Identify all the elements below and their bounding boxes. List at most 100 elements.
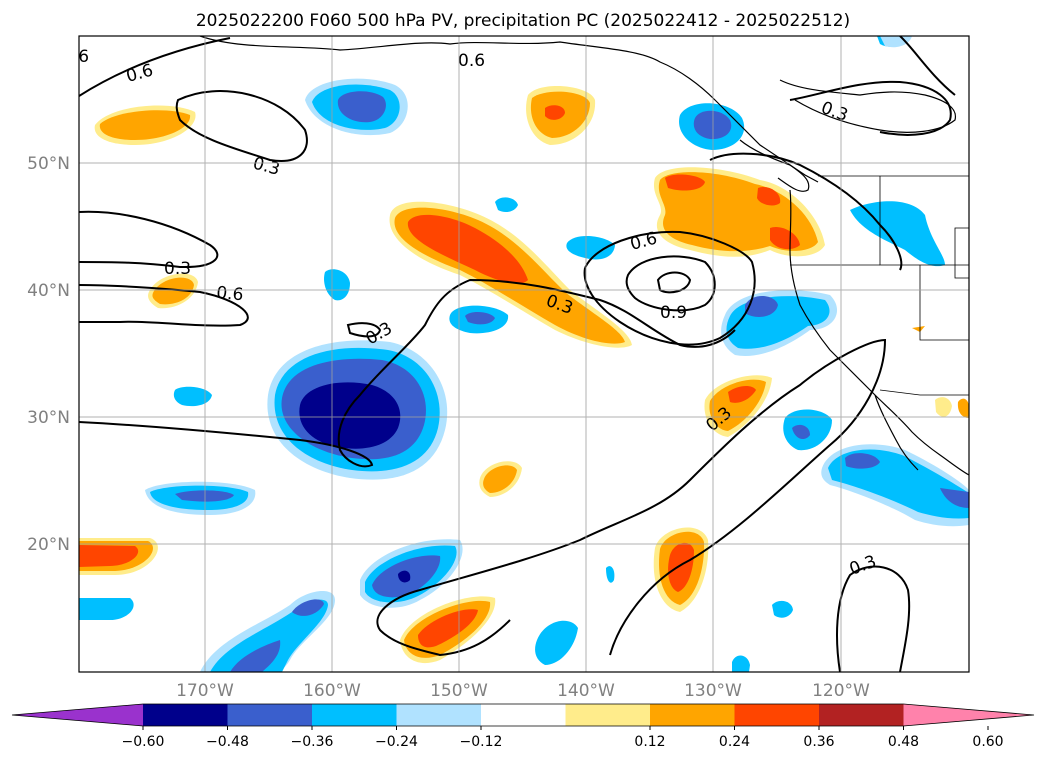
border-state-4 — [954, 227, 969, 279]
contour-label: 0.6 — [458, 51, 485, 71]
colorbar-segment — [565, 704, 651, 726]
colorbar-tick-label: 0.60 — [972, 734, 1003, 750]
precip-negative-center-4 — [299, 382, 401, 449]
precip-pos-or-3 — [665, 174, 705, 191]
precip-neg-ca-3 — [745, 295, 778, 317]
precip-pos-spot7 — [957, 398, 969, 418]
pv-contour-1 — [79, 37, 231, 97]
precip-neg-s2-2 — [210, 599, 328, 672]
latitude-labels: 50°N 40°N 30°N 20°N — [27, 154, 70, 555]
colorbar: −0.60 −0.48 −0.36 −0.24 −0.12 0.12 0.24 0.36 0.4… — [11, 703, 1035, 750]
coastline-baja — [874, 394, 919, 471]
precip-neg-spot2 — [324, 269, 350, 301]
precip-pos-spot1b — [152, 277, 194, 305]
precip-pos-n-3 — [545, 105, 565, 120]
contour-label: 0.6 — [62, 47, 89, 67]
coastline-alaska — [199, 36, 819, 183]
colorbar-tick-label: −0.36 — [291, 734, 334, 750]
pv-contour-4 — [79, 284, 249, 327]
precip-pos-nw-2 — [99, 110, 191, 140]
precip-pos-w-3 — [79, 545, 139, 567]
colorbar-extend-max — [903, 704, 1034, 726]
precip-pos-or-4 — [757, 186, 781, 206]
colorbar-segment — [143, 704, 228, 726]
precip-neg-s2-4 — [292, 599, 324, 616]
pv-contour-10 — [709, 152, 903, 271]
pv-contour-11 — [376, 338, 887, 657]
lon-label: 150°W — [430, 681, 488, 701]
precip-neg-spot8 — [732, 655, 750, 672]
precip-pos-band-3 — [407, 214, 528, 284]
colorbar-extend-min — [12, 704, 143, 726]
coastline-layer — [199, 36, 969, 476]
lat-label: 30°N — [27, 408, 70, 428]
precip-neg-s3 — [535, 620, 578, 665]
colorbar-tick-label: 0.12 — [634, 734, 665, 750]
precip-pos-spot5c — [418, 609, 478, 648]
figure-title: 2025022200 F060 500 hPa PV, precipitatio… — [196, 11, 850, 31]
precip-pos-spot8 — [912, 326, 925, 332]
precip-neg-baja-4 — [940, 488, 969, 508]
pv-contour-14 — [789, 80, 952, 136]
pv-contour-layer — [79, 36, 956, 672]
lon-label: 130°W — [684, 681, 742, 701]
contour-label: 0.3 — [164, 259, 191, 279]
lon-label: 160°W — [303, 681, 361, 701]
pv-contour-13 — [899, 36, 956, 96]
lat-label: 40°N — [27, 281, 70, 301]
coastline-west-us — [789, 189, 969, 476]
precip-neg-north-3 — [337, 91, 386, 123]
map-background — [79, 36, 969, 672]
lat-label: 20°N — [27, 535, 70, 555]
map-panel: 0.6 0.6 0.3 0.3 0.6 0.3 0.6 0.3 0.9 0.3 … — [62, 35, 970, 673]
colorbar-tick-label: −0.48 — [206, 734, 249, 750]
precip-neg-spot9 — [606, 566, 615, 583]
pv-contour-5 — [79, 278, 736, 468]
colorbar-tick-label: −0.24 — [375, 734, 418, 750]
lon-label: 120°W — [812, 681, 870, 701]
colorbar-segment — [650, 704, 735, 726]
colorbar-segment — [312, 704, 397, 726]
colorbar-segment — [227, 704, 313, 726]
colorbar-tick-label: 0.36 — [803, 734, 834, 750]
precip-pos-spot4c — [668, 542, 694, 592]
contour-label: 0.9 — [660, 303, 687, 323]
precip-pos-spot6 — [935, 397, 952, 417]
colorbar-segment — [734, 704, 820, 726]
precip-pos-spot2c — [728, 386, 756, 403]
pv-contour-8 — [625, 255, 716, 312]
border-us-mexico — [879, 389, 969, 396]
pv-contour-9 — [656, 271, 692, 294]
precip-pos-spot3b — [483, 465, 517, 493]
precipitation-fill-layer — [79, 36, 969, 672]
precip-neg-spot6b — [792, 424, 810, 440]
precip-neg-spot3 — [495, 197, 518, 213]
precip-neg-spot4 — [173, 386, 212, 407]
colorbar-segment — [396, 704, 482, 726]
precip-neg-baja-3 — [845, 453, 880, 469]
precip-neg-spot1 — [566, 236, 615, 260]
colorbar-tick-label: −0.60 — [122, 734, 165, 750]
colorbar-tick-label: 0.24 — [719, 734, 750, 750]
colorbar-segment — [819, 704, 904, 726]
coastline-bc-islands — [739, 139, 810, 192]
map-frame — [78, 35, 970, 673]
colorbar-tick-label: 0.48 — [888, 734, 919, 750]
colorbar-tick-label: −0.12 — [460, 734, 503, 750]
precip-neg-s1-4 — [398, 570, 411, 583]
pv-contour-3 — [79, 210, 219, 269]
precip-pos-or-5 — [770, 226, 800, 250]
pv-contour-6 — [346, 322, 382, 338]
colorbar-segment — [481, 704, 566, 726]
precip-neg-s2-3 — [230, 640, 281, 672]
contour-label: 0.6 — [216, 283, 245, 305]
precip-neg-spot7 — [772, 600, 793, 618]
longitude-labels: 170°W 160°W 150°W 140°W 130°W 120°W — [176, 681, 870, 701]
precip-neg-mid-2 — [465, 312, 495, 325]
pv-contour-12 — [836, 565, 911, 672]
gridlines — [79, 36, 969, 672]
lon-label: 170°W — [176, 681, 234, 701]
pv-contour-2 — [175, 90, 308, 162]
lon-label: 140°W — [557, 681, 615, 701]
